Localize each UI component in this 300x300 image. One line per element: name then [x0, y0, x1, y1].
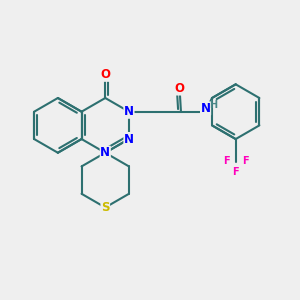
Text: H: H [209, 100, 217, 110]
Text: N: N [124, 133, 134, 146]
Text: N: N [201, 102, 211, 115]
Text: O: O [100, 68, 110, 81]
Text: O: O [175, 82, 184, 95]
Text: F: F [232, 167, 239, 177]
Text: S: S [101, 201, 110, 214]
Text: F: F [242, 156, 249, 166]
Text: F: F [223, 156, 230, 166]
Text: N: N [100, 146, 110, 159]
Text: N: N [124, 105, 134, 118]
